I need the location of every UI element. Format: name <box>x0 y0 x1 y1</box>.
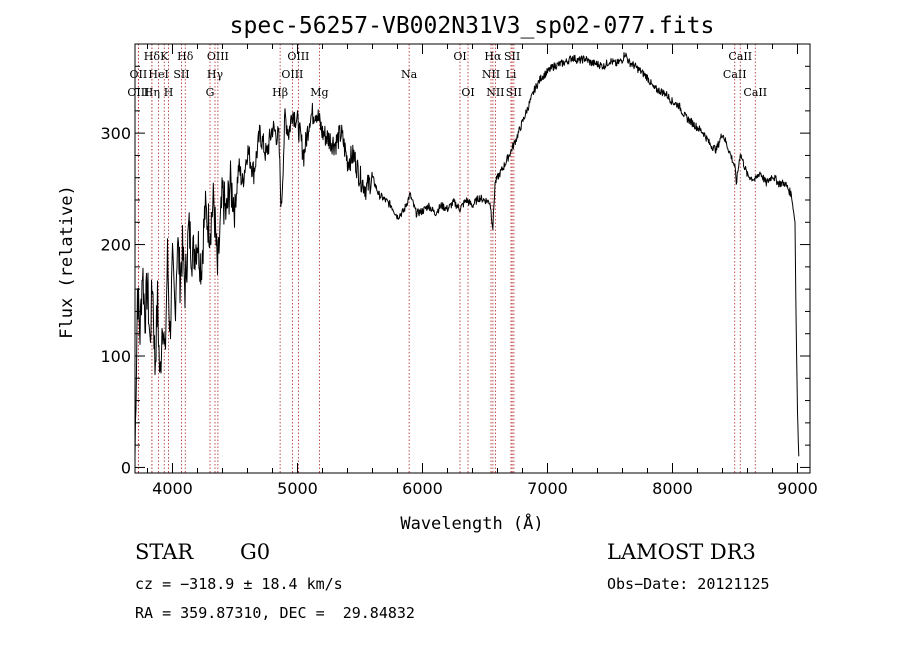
line-label: Hδ <box>144 50 161 63</box>
x-tick-label: 6000 <box>402 479 443 498</box>
line-label: HeI <box>148 68 168 81</box>
y-tick-label: 100 <box>100 347 131 366</box>
x-tick-label: 7000 <box>527 479 568 498</box>
plot-frame <box>134 43 811 474</box>
line-label: Hα <box>484 50 502 63</box>
line-label: Li <box>506 68 517 81</box>
series-flux <box>134 52 800 457</box>
y-axis-label: Flux (relative) <box>57 185 77 339</box>
x-tick-label: 9000 <box>777 479 818 498</box>
y-tick-label: 300 <box>100 124 131 143</box>
series-layer <box>134 52 800 457</box>
line-label: OII <box>130 68 148 81</box>
line-label: OI <box>461 86 474 99</box>
line-label: Hγ <box>207 68 224 81</box>
line-label: Hη <box>144 86 160 99</box>
line-label: SII <box>506 86 522 99</box>
line-label: OIII <box>207 50 229 63</box>
line-label: CaII <box>743 86 767 99</box>
line-label: OIII <box>127 86 149 99</box>
line-label: Hβ <box>272 86 288 99</box>
line-label: NII <box>486 86 504 99</box>
y-tick-label: 200 <box>100 236 131 255</box>
line-label: H <box>164 86 174 99</box>
line-label: NII <box>482 68 500 81</box>
line-label: Na <box>401 68 418 81</box>
line-label: CaII <box>723 68 747 81</box>
line-label: CaII <box>728 50 752 63</box>
line-label: K <box>160 50 169 63</box>
line-label: G <box>206 86 215 99</box>
observation-date: Obs−Date: 20121125 <box>607 575 770 593</box>
object-subclass: G0 <box>240 540 271 564</box>
line-label: Mg <box>310 86 328 99</box>
line-label: SII <box>504 50 520 63</box>
line-label: OIII <box>281 68 303 81</box>
line-label: Hδ <box>177 50 194 63</box>
x-axis-label: Wavelength (Å) <box>400 512 543 534</box>
line-label: SII <box>173 68 189 81</box>
object-class: STAR <box>135 540 194 564</box>
line-label: OI <box>453 50 466 63</box>
redshift-velocity: cz = −318.9 ± 18.4 km/s <box>135 575 343 593</box>
x-tick-label: 4000 <box>152 479 193 498</box>
x-tick-label: 5000 <box>277 479 318 498</box>
y-axis-ticks: 0 100 200 300 <box>100 65 810 477</box>
x-axis-ticks: 4000 5000 6000 7000 8000 9000 <box>147 44 818 498</box>
coordinates: RA = 359.87310, DEC = 29.84832 <box>135 604 415 622</box>
line-label: OIII <box>287 50 309 63</box>
spectral-line-markers <box>137 44 756 473</box>
x-tick-label: 8000 <box>652 479 693 498</box>
survey-name: LAMOST DR3 <box>607 540 756 564</box>
chart-title: spec-56257-VB002N31V3_sp02-077.fits <box>230 13 715 39</box>
y-tick-label: 0 <box>121 458 131 477</box>
